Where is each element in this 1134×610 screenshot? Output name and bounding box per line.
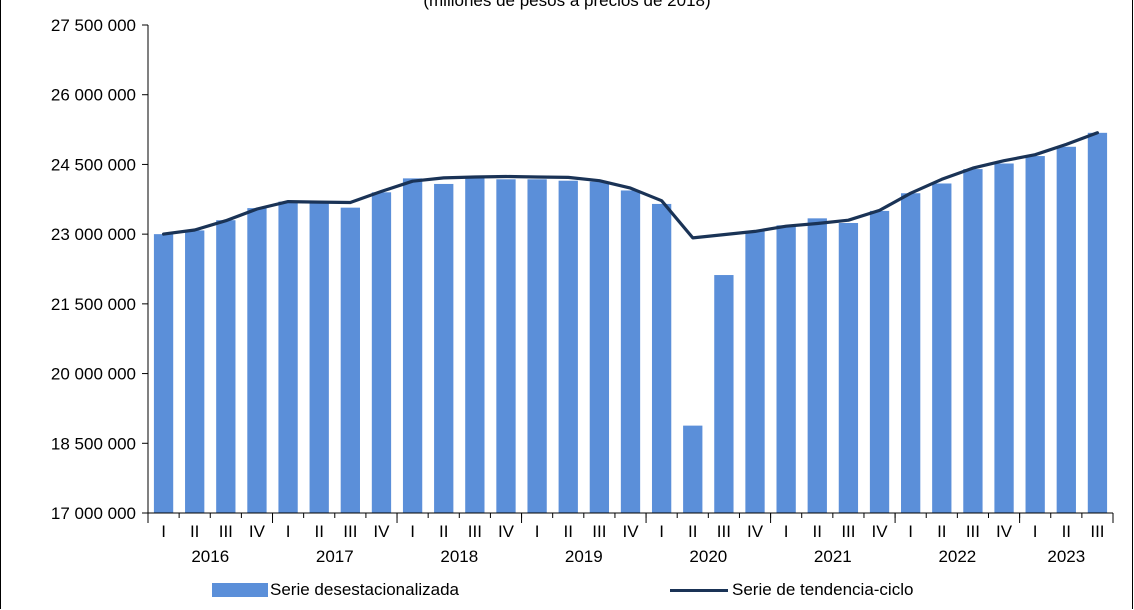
- x-quarter-label: III: [717, 522, 731, 541]
- x-quarter-label: III: [1090, 522, 1104, 541]
- x-quarter-label: IV: [622, 522, 639, 541]
- chart-legend: Serie desestacionalizada Serie de tenden…: [0, 580, 1134, 604]
- x-quarter-label: III: [343, 522, 357, 541]
- x-quarter-label: III: [219, 522, 233, 541]
- bar: [247, 208, 267, 513]
- x-year-label: 2017: [316, 547, 354, 566]
- bar: [402, 178, 423, 513]
- x-year-label: 2021: [814, 547, 852, 566]
- x-quarter-label: I: [908, 522, 913, 541]
- bar: [838, 222, 859, 513]
- x-quarter-label: I: [535, 522, 540, 541]
- bar: [745, 230, 765, 513]
- legend-item-line: Serie de tendencia-ciclo: [670, 580, 913, 600]
- x-quarter-label: III: [468, 522, 482, 541]
- bar: [434, 183, 454, 513]
- bar: [185, 230, 205, 514]
- x-quarter-label: I: [286, 522, 291, 541]
- x-year-label: 2022: [938, 547, 976, 566]
- x-quarter-label: III: [592, 522, 606, 541]
- x-year-label: 2016: [191, 547, 229, 566]
- x-quarter-label: III: [966, 522, 980, 541]
- x-quarter-label: I: [1033, 522, 1038, 541]
- y-tick-label: 23 000 000: [51, 225, 136, 244]
- x-quarter-label: II: [314, 522, 323, 541]
- bar: [776, 225, 796, 513]
- bar: [309, 202, 329, 513]
- x-quarter-label: I: [784, 522, 789, 541]
- bar: [620, 190, 641, 513]
- x-quarter-label: IV: [249, 522, 266, 541]
- bar: [869, 210, 890, 513]
- bar: [963, 169, 983, 514]
- y-tick-label: 21 500 000: [51, 295, 136, 314]
- x-quarter-label: IV: [498, 522, 515, 541]
- x-quarter-label: IV: [747, 522, 764, 541]
- x-year-label: 2020: [689, 547, 727, 566]
- bar: [153, 234, 174, 513]
- x-quarter-label: II: [813, 522, 822, 541]
- x-quarter-label: II: [937, 522, 946, 541]
- y-tick-label: 27 500 000: [51, 16, 136, 35]
- bar: [527, 179, 547, 513]
- x-quarter-label: I: [659, 522, 664, 541]
- bar: [371, 192, 392, 514]
- legend-label-bars: Serie desestacionalizada: [270, 580, 460, 599]
- x-year-label: 2023: [1047, 547, 1085, 566]
- x-quarter-label: I: [410, 522, 415, 541]
- bar: [558, 180, 578, 513]
- legend-swatch-bars: [212, 583, 268, 597]
- x-quarter-label: II: [688, 522, 697, 541]
- bar: [994, 163, 1014, 513]
- x-quarter-label: I: [161, 522, 166, 541]
- x-year-label: 2018: [440, 547, 478, 566]
- bar: [216, 220, 236, 513]
- bar: [278, 201, 298, 513]
- x-quarter-label: II: [1062, 522, 1071, 541]
- bar: [901, 193, 921, 513]
- x-quarter-label: IV: [373, 522, 390, 541]
- x-quarter-label: II: [190, 522, 199, 541]
- legend-label-line: Serie de tendencia-ciclo: [732, 580, 914, 599]
- y-tick-label: 20 000 000: [51, 365, 136, 384]
- y-tick-label: 24 500 000: [51, 155, 136, 174]
- bar: [496, 179, 516, 513]
- bar: [651, 203, 672, 513]
- x-quarter-label: II: [439, 522, 448, 541]
- y-tick-label: 18 500 000: [51, 434, 136, 453]
- chart-plot: 17 000 000 18 500 000 20 000 000 21 500 000…: [51, 16, 1114, 566]
- bar: [807, 218, 827, 514]
- bar: [589, 181, 610, 513]
- y-tick-label: 26 000 000: [51, 86, 136, 105]
- legend-swatch-line: [670, 588, 728, 592]
- chart-subtitle: (millones de pesos a precios de 2018): [423, 0, 711, 10]
- bar: [465, 178, 485, 513]
- y-tick-label: 17 000 000: [51, 504, 136, 523]
- trend-line: [162, 131, 1100, 240]
- x-quarter-label: IV: [872, 522, 889, 541]
- bar: [932, 183, 952, 513]
- x-quarter-label: III: [841, 522, 855, 541]
- bar: [1056, 146, 1076, 513]
- x-quarter-label: II: [564, 522, 573, 541]
- legend-item-bars: Serie desestacionalizada: [212, 580, 459, 600]
- bar: [683, 425, 703, 513]
- bar: [714, 275, 734, 513]
- bar: [1087, 132, 1108, 513]
- bar: [340, 207, 360, 513]
- x-quarter-label: IV: [996, 522, 1013, 541]
- x-year-label: 2019: [565, 547, 603, 566]
- bar: [1025, 156, 1045, 513]
